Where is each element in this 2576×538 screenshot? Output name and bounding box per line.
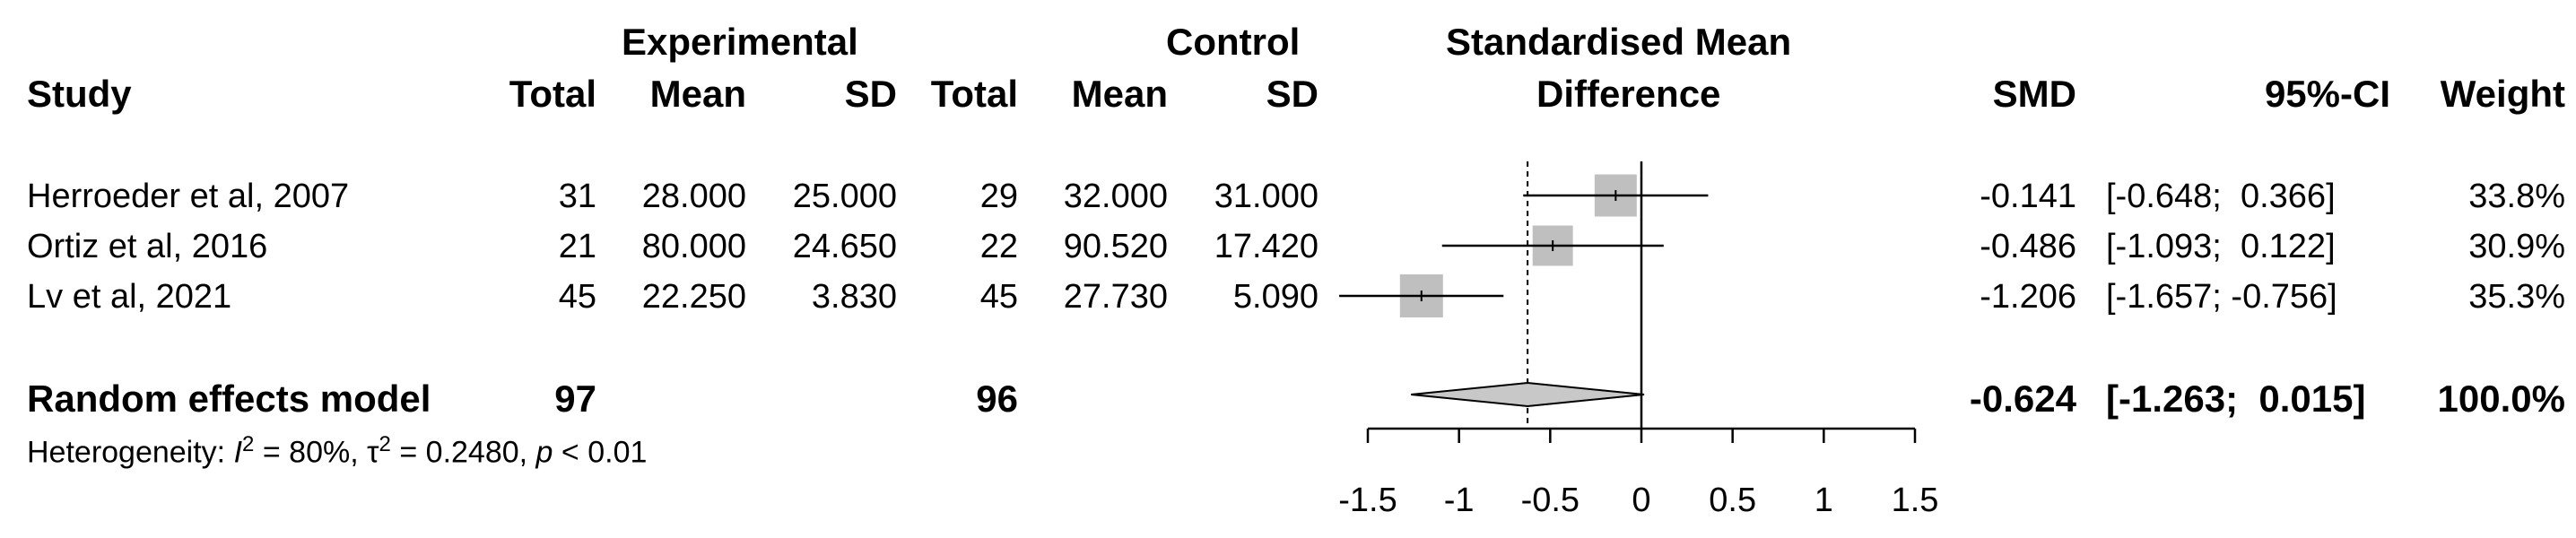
het-i2-symbol: I [233,435,243,470]
x-tick-label-3: -0.5 [1521,482,1580,519]
header-e-sd: SD [844,73,897,115]
study-name: Herroeder et al, 2007 [27,178,350,215]
pooled-diamond [1411,381,1645,408]
c-sd: 5.090 [1232,278,1318,316]
x-tick-label-6: 1 [1815,482,1833,519]
header-study: Study [27,73,132,115]
e-mean: 28.000 [641,178,746,215]
weight-value: 33.8% [2468,178,2565,215]
e-total: 45 [558,278,596,316]
study-name: Lv et al, 2021 [27,278,232,316]
het-p-value: < 0.01 [553,435,648,470]
het-i2-exp: 2 [242,432,255,456]
c-mean: 90.520 [1063,228,1168,265]
study-name: Ortiz et al, 2016 [27,228,268,265]
pooled-smd: -0.624 [1969,377,2076,420]
smd-value: -0.141 [1980,178,2076,215]
header-control: Control [1166,21,1301,63]
x-tick-label-1: -1.5 [1338,482,1397,519]
smd-value: -1.206 [1980,278,2076,316]
header-c-sd: SD [1266,73,1318,115]
smd-value: -0.486 [1980,228,2076,265]
ci-value: [-1.657; -0.756] [2106,278,2337,316]
header-ci: 95%-CI [2264,73,2390,115]
het-prefix: Heterogeneity: [27,435,234,470]
header-c-mean: Mean [1071,73,1168,115]
header-smd-line2: Difference [1536,73,1721,115]
het-tau-value: = 0.2480, [390,435,536,470]
weight-value: 35.3% [2468,278,2565,316]
header-weight: Weight [2440,73,2565,115]
het-p-symbol: p [535,435,553,470]
x-tick-label-5: 0.5 [1709,482,1756,519]
c-total: 22 [979,228,1018,265]
e-sd: 25.000 [792,178,897,215]
ci-value: [-0.648; 0.366] [2106,178,2336,215]
het-tau-symbol: τ [367,435,379,470]
het-tau-exp: 2 [379,432,391,456]
header-e-total: Total [509,73,596,115]
pooled-e-total: 97 [554,377,596,420]
weight-value: 30.9% [2468,228,2565,265]
x-tick-label-2: -1 [1444,482,1475,519]
e-sd: 24.650 [792,228,897,265]
ci-value: [-1.093; 0.122] [2106,228,2336,265]
c-total: 29 [979,178,1018,215]
het-i2-value: = 80%, [254,435,368,470]
pooled-ci: [-1.263; 0.015] [2106,377,2366,420]
pooled-weight: 100.0% [2437,377,2565,420]
e-mean: 80.000 [641,228,746,265]
header-experimental: Experimental [622,21,858,63]
x-tick-label-4: 0 [1632,482,1650,519]
e-sd: 3.830 [811,278,897,316]
header-smd-line1: Standardised Mean [1446,21,1792,63]
pooled-name: Random effects model [27,377,431,420]
c-sd: 31.000 [1214,178,1318,215]
c-mean: 27.730 [1063,278,1168,316]
x-tick-label-7: 1.5 [1892,482,1939,519]
e-total: 31 [558,178,596,215]
e-total: 21 [558,228,596,265]
c-mean: 32.000 [1063,178,1168,215]
c-sd: 17.420 [1214,228,1318,265]
e-mean: 22.250 [641,278,746,316]
header-c-total: Total [930,73,1018,115]
header-smd: SMD [1992,73,2076,115]
c-total: 45 [979,278,1018,316]
pooled-c-total: 96 [976,377,1018,420]
heterogeneity-text: Heterogeneity: I2 = 80%, τ2 = 0.2480, p … [27,432,648,470]
header-e-mean: Mean [649,73,746,115]
